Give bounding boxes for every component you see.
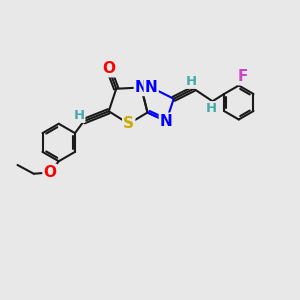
Text: F: F: [238, 69, 248, 84]
Text: N: N: [160, 114, 172, 129]
Text: N: N: [135, 80, 148, 95]
Text: S: S: [123, 116, 134, 131]
Text: N: N: [145, 80, 158, 95]
Text: H: H: [206, 102, 217, 115]
Text: H: H: [186, 75, 197, 88]
Text: O: O: [102, 61, 115, 76]
Text: O: O: [44, 165, 56, 180]
Text: H: H: [74, 109, 85, 122]
